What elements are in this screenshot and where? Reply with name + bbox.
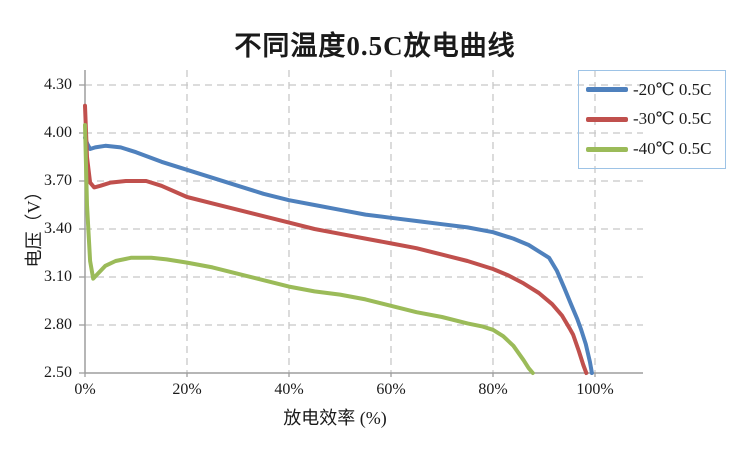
x-tick-label: 20% xyxy=(172,381,202,398)
x-tick-label: 60% xyxy=(376,381,406,398)
legend-item-0: -20℃ 0.5C xyxy=(579,80,725,100)
series-curve-0 xyxy=(83,135,594,375)
legend: -20℃ 0.5C -30℃ 0.5C -40℃ 0.5C xyxy=(578,70,726,169)
y-tick-label: 3.40 xyxy=(44,220,72,237)
series-curve-2 xyxy=(83,123,535,375)
legend-label: -20℃ 0.5C xyxy=(633,79,712,99)
y-tick-label: 3.70 xyxy=(44,172,72,189)
x-tick-label: 80% xyxy=(478,381,508,398)
y-tick-label: 3.10 xyxy=(44,268,72,285)
x-tick-label: 40% xyxy=(274,381,304,398)
y-axis-title: 电压（V） xyxy=(24,182,44,268)
legend-line-swatch xyxy=(586,146,628,152)
chart-title: 不同温度0.5C放电曲线 xyxy=(234,31,516,61)
legend-line-swatch xyxy=(586,116,628,122)
y-tick-label: 2.80 xyxy=(44,316,72,333)
y-tick-label: 4.30 xyxy=(44,76,72,93)
legend-item-1: -30℃ 0.5C xyxy=(579,109,725,129)
legend-label: -40℃ 0.5C xyxy=(633,139,712,159)
x-axis-title: 放电效率 (%) xyxy=(283,408,387,428)
y-tick-label: 2.50 xyxy=(44,364,72,381)
legend-item-2: -40℃ 0.5C xyxy=(579,139,725,159)
series-curve-1 xyxy=(83,103,589,375)
y-tick-label: 4.00 xyxy=(44,124,72,141)
x-tick-label: 0% xyxy=(74,381,96,398)
x-tick-label: 100% xyxy=(576,381,614,398)
legend-line-swatch xyxy=(586,87,628,93)
legend-label: -30℃ 0.5C xyxy=(633,109,712,129)
